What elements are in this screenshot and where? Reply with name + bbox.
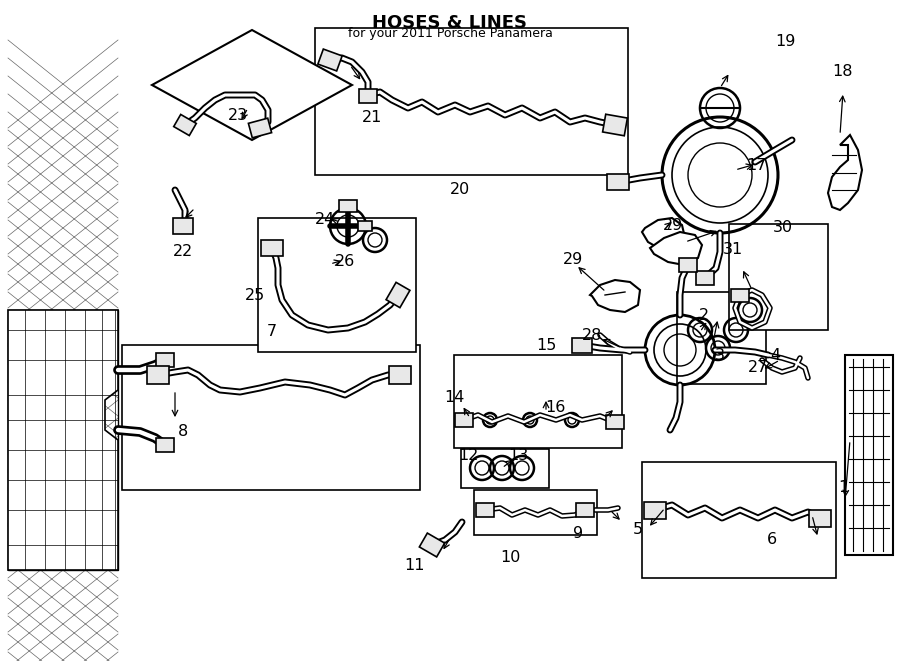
- Bar: [258, 218, 416, 352]
- Text: 13: 13: [508, 447, 528, 463]
- Bar: [677, 292, 766, 384]
- Polygon shape: [590, 280, 640, 312]
- Text: 1: 1: [838, 481, 848, 496]
- Bar: [576, 503, 594, 517]
- Bar: [572, 338, 592, 352]
- Bar: [174, 114, 196, 136]
- Bar: [455, 413, 473, 427]
- Polygon shape: [8, 310, 118, 570]
- Text: 20: 20: [450, 182, 470, 198]
- Text: 21: 21: [362, 110, 382, 126]
- Bar: [679, 258, 697, 272]
- Bar: [173, 218, 193, 234]
- Text: 11: 11: [405, 557, 425, 572]
- Text: 19: 19: [775, 34, 796, 50]
- Text: for your 2011 Porsche Panamera: for your 2011 Porsche Panamera: [347, 27, 553, 40]
- Text: 2: 2: [699, 307, 709, 323]
- Bar: [607, 174, 629, 190]
- Bar: [261, 240, 283, 256]
- Bar: [318, 49, 342, 71]
- Text: 5: 5: [633, 522, 643, 537]
- Text: 24: 24: [315, 212, 335, 227]
- Text: 18: 18: [832, 65, 853, 79]
- Bar: [606, 415, 624, 429]
- Bar: [729, 224, 828, 330]
- Text: 16: 16: [544, 401, 565, 416]
- Text: 30: 30: [773, 221, 793, 235]
- Text: 27: 27: [748, 360, 768, 375]
- Text: 6: 6: [767, 533, 777, 547]
- Bar: [461, 449, 549, 488]
- Bar: [147, 366, 169, 384]
- Bar: [389, 366, 411, 384]
- Bar: [474, 490, 597, 535]
- Text: 31: 31: [723, 243, 743, 258]
- Polygon shape: [642, 218, 685, 250]
- Bar: [315, 28, 628, 175]
- Text: 10: 10: [500, 551, 520, 566]
- Bar: [696, 271, 714, 285]
- Bar: [358, 221, 372, 231]
- Bar: [156, 353, 174, 367]
- Polygon shape: [828, 135, 862, 210]
- Text: 28: 28: [581, 327, 602, 342]
- Bar: [603, 114, 627, 136]
- Bar: [156, 438, 174, 452]
- Text: 3: 3: [715, 348, 725, 362]
- Bar: [642, 462, 836, 578]
- Polygon shape: [650, 232, 702, 265]
- Text: 7: 7: [267, 325, 277, 340]
- Text: 15: 15: [536, 338, 556, 352]
- Bar: [476, 503, 494, 517]
- Text: 26: 26: [335, 254, 356, 270]
- Text: 25: 25: [245, 288, 266, 303]
- Bar: [339, 200, 357, 212]
- Text: 17: 17: [746, 157, 766, 173]
- Text: 4: 4: [770, 348, 780, 362]
- Text: HOSES & LINES: HOSES & LINES: [373, 14, 527, 32]
- Bar: [248, 118, 272, 138]
- Bar: [122, 345, 420, 490]
- Bar: [454, 355, 622, 448]
- Bar: [731, 288, 749, 301]
- Text: 9: 9: [573, 525, 583, 541]
- Bar: [845, 355, 893, 555]
- Bar: [809, 510, 831, 527]
- Text: 23: 23: [228, 108, 248, 122]
- Polygon shape: [152, 30, 352, 140]
- Text: 29: 29: [562, 253, 583, 268]
- Text: 12: 12: [458, 447, 478, 463]
- Bar: [386, 282, 410, 307]
- Bar: [419, 533, 445, 557]
- Bar: [8, 310, 118, 570]
- Text: 8: 8: [178, 424, 188, 440]
- Text: 22: 22: [173, 245, 194, 260]
- Bar: [644, 502, 666, 518]
- Text: 14: 14: [444, 391, 464, 405]
- Text: 29: 29: [663, 217, 683, 233]
- Bar: [359, 89, 377, 103]
